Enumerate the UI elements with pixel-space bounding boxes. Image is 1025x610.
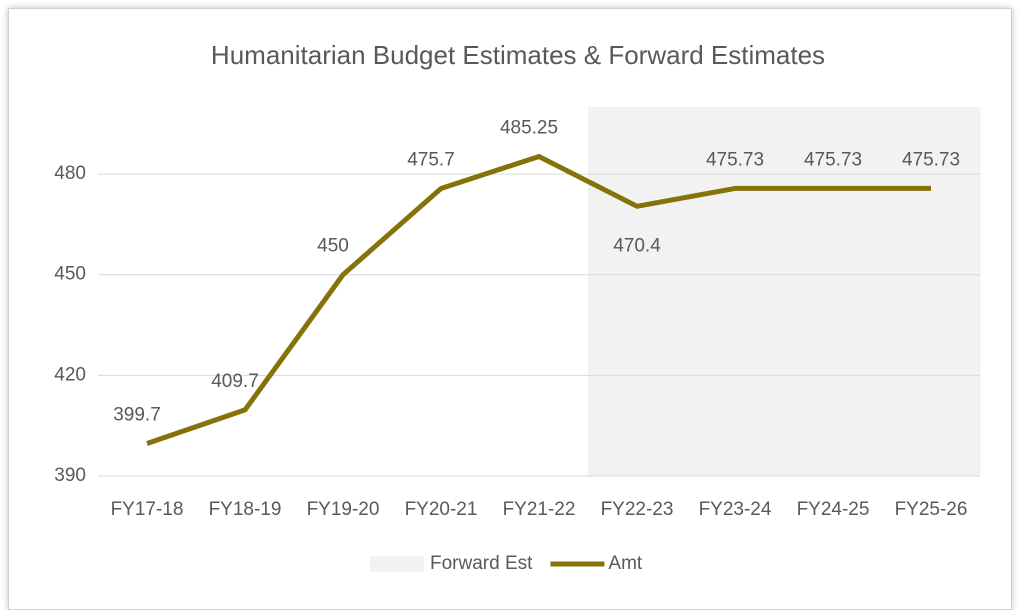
y-tick-label: 420 — [54, 364, 86, 385]
data-label: 475.7 — [407, 150, 455, 171]
legend-label: Forward Est — [430, 553, 533, 574]
y-tick-label: 450 — [54, 264, 86, 285]
y-tick-label: 480 — [54, 163, 86, 184]
forward-band — [882, 107, 981, 476]
data-label: 475.73 — [706, 149, 764, 170]
x-tick-label: FY22-23 — [601, 499, 674, 520]
legend-swatch — [370, 556, 424, 572]
data-label: 450 — [317, 236, 349, 257]
forward-band — [784, 107, 883, 476]
data-line — [146, 153, 931, 446]
data-label: 475.73 — [902, 149, 960, 170]
data-label: 409.7 — [211, 371, 259, 392]
x-tick-label: FY17-18 — [111, 499, 184, 520]
chart-title: Humanitarian Budget Estimates & Forward … — [211, 40, 825, 70]
y-tick-label: 390 — [54, 465, 86, 486]
x-tick-label: FY20-21 — [405, 499, 478, 520]
data-label: 475.73 — [804, 149, 862, 170]
x-tick-label: FY23-24 — [699, 499, 772, 520]
forward-band — [686, 107, 785, 476]
data-label: 399.7 — [113, 404, 161, 425]
data-label: 485.25 — [500, 117, 558, 138]
x-tick-label: FY24-25 — [797, 499, 870, 520]
data-label: 470.4 — [613, 235, 661, 256]
legend-label: Amt — [608, 553, 643, 574]
x-tick-label: FY18-19 — [209, 499, 282, 520]
x-tick-label: FY25-26 — [895, 499, 968, 520]
x-tick-label: FY19-20 — [307, 499, 380, 520]
forward-band — [588, 107, 687, 476]
x-tick-label: FY21-22 — [503, 499, 576, 520]
